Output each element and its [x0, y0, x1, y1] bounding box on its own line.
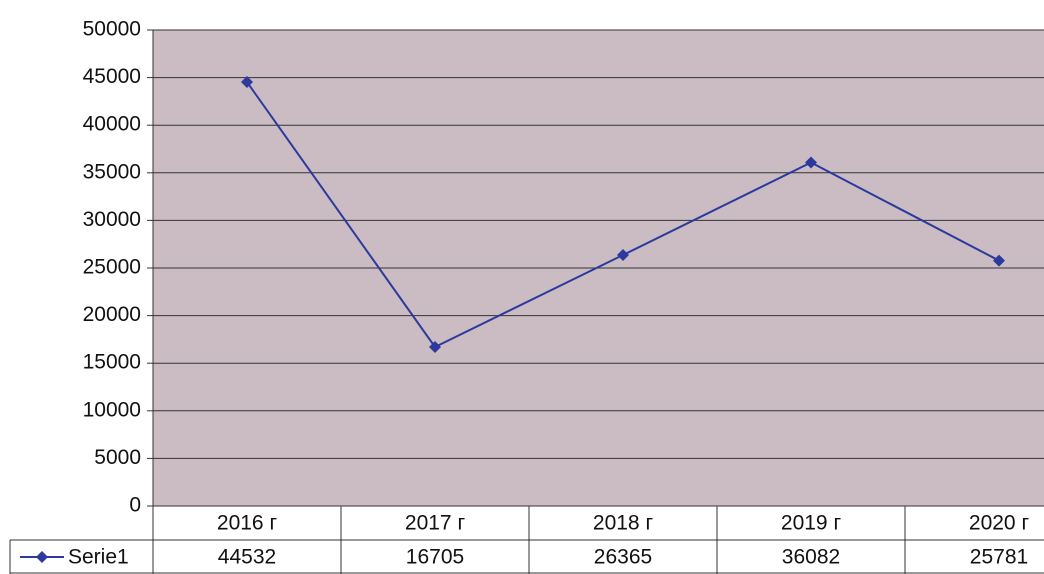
point	[241, 76, 253, 89]
point	[617, 249, 629, 262]
x-tick-label: 2016 г	[217, 512, 278, 535]
legend-label: Serie1	[68, 546, 129, 569]
point	[429, 340, 441, 353]
x-tick-label: 2020 г	[969, 512, 1030, 535]
value-label: 26365	[594, 546, 652, 569]
y-tick-label: 5000	[94, 446, 141, 469]
y-tick-label: 45000	[83, 65, 141, 88]
y-tick-label: 15000	[83, 351, 141, 374]
point	[993, 254, 1005, 267]
legend-marker	[36, 551, 48, 563]
y-tick-label: 10000	[83, 398, 141, 421]
value-label: 36082	[782, 546, 840, 569]
y-tick-label: 30000	[83, 208, 141, 231]
y-tick-label: 50000	[83, 18, 141, 41]
y-tick-label: 0	[129, 494, 141, 517]
y-tick-label: 25000	[83, 256, 141, 279]
value-label: 44532	[218, 546, 276, 569]
x-tick-label: 2019 г	[781, 512, 842, 535]
value-label: 25781	[970, 546, 1028, 569]
value-label: 16705	[406, 546, 464, 569]
point	[805, 156, 817, 169]
x-tick-label: 2018 г	[593, 512, 654, 535]
y-tick-label: 40000	[83, 113, 141, 136]
y-tick-label: 35000	[83, 160, 141, 183]
y-tick-label: 20000	[83, 303, 141, 326]
x-tick-label: 2017 г	[405, 512, 466, 535]
